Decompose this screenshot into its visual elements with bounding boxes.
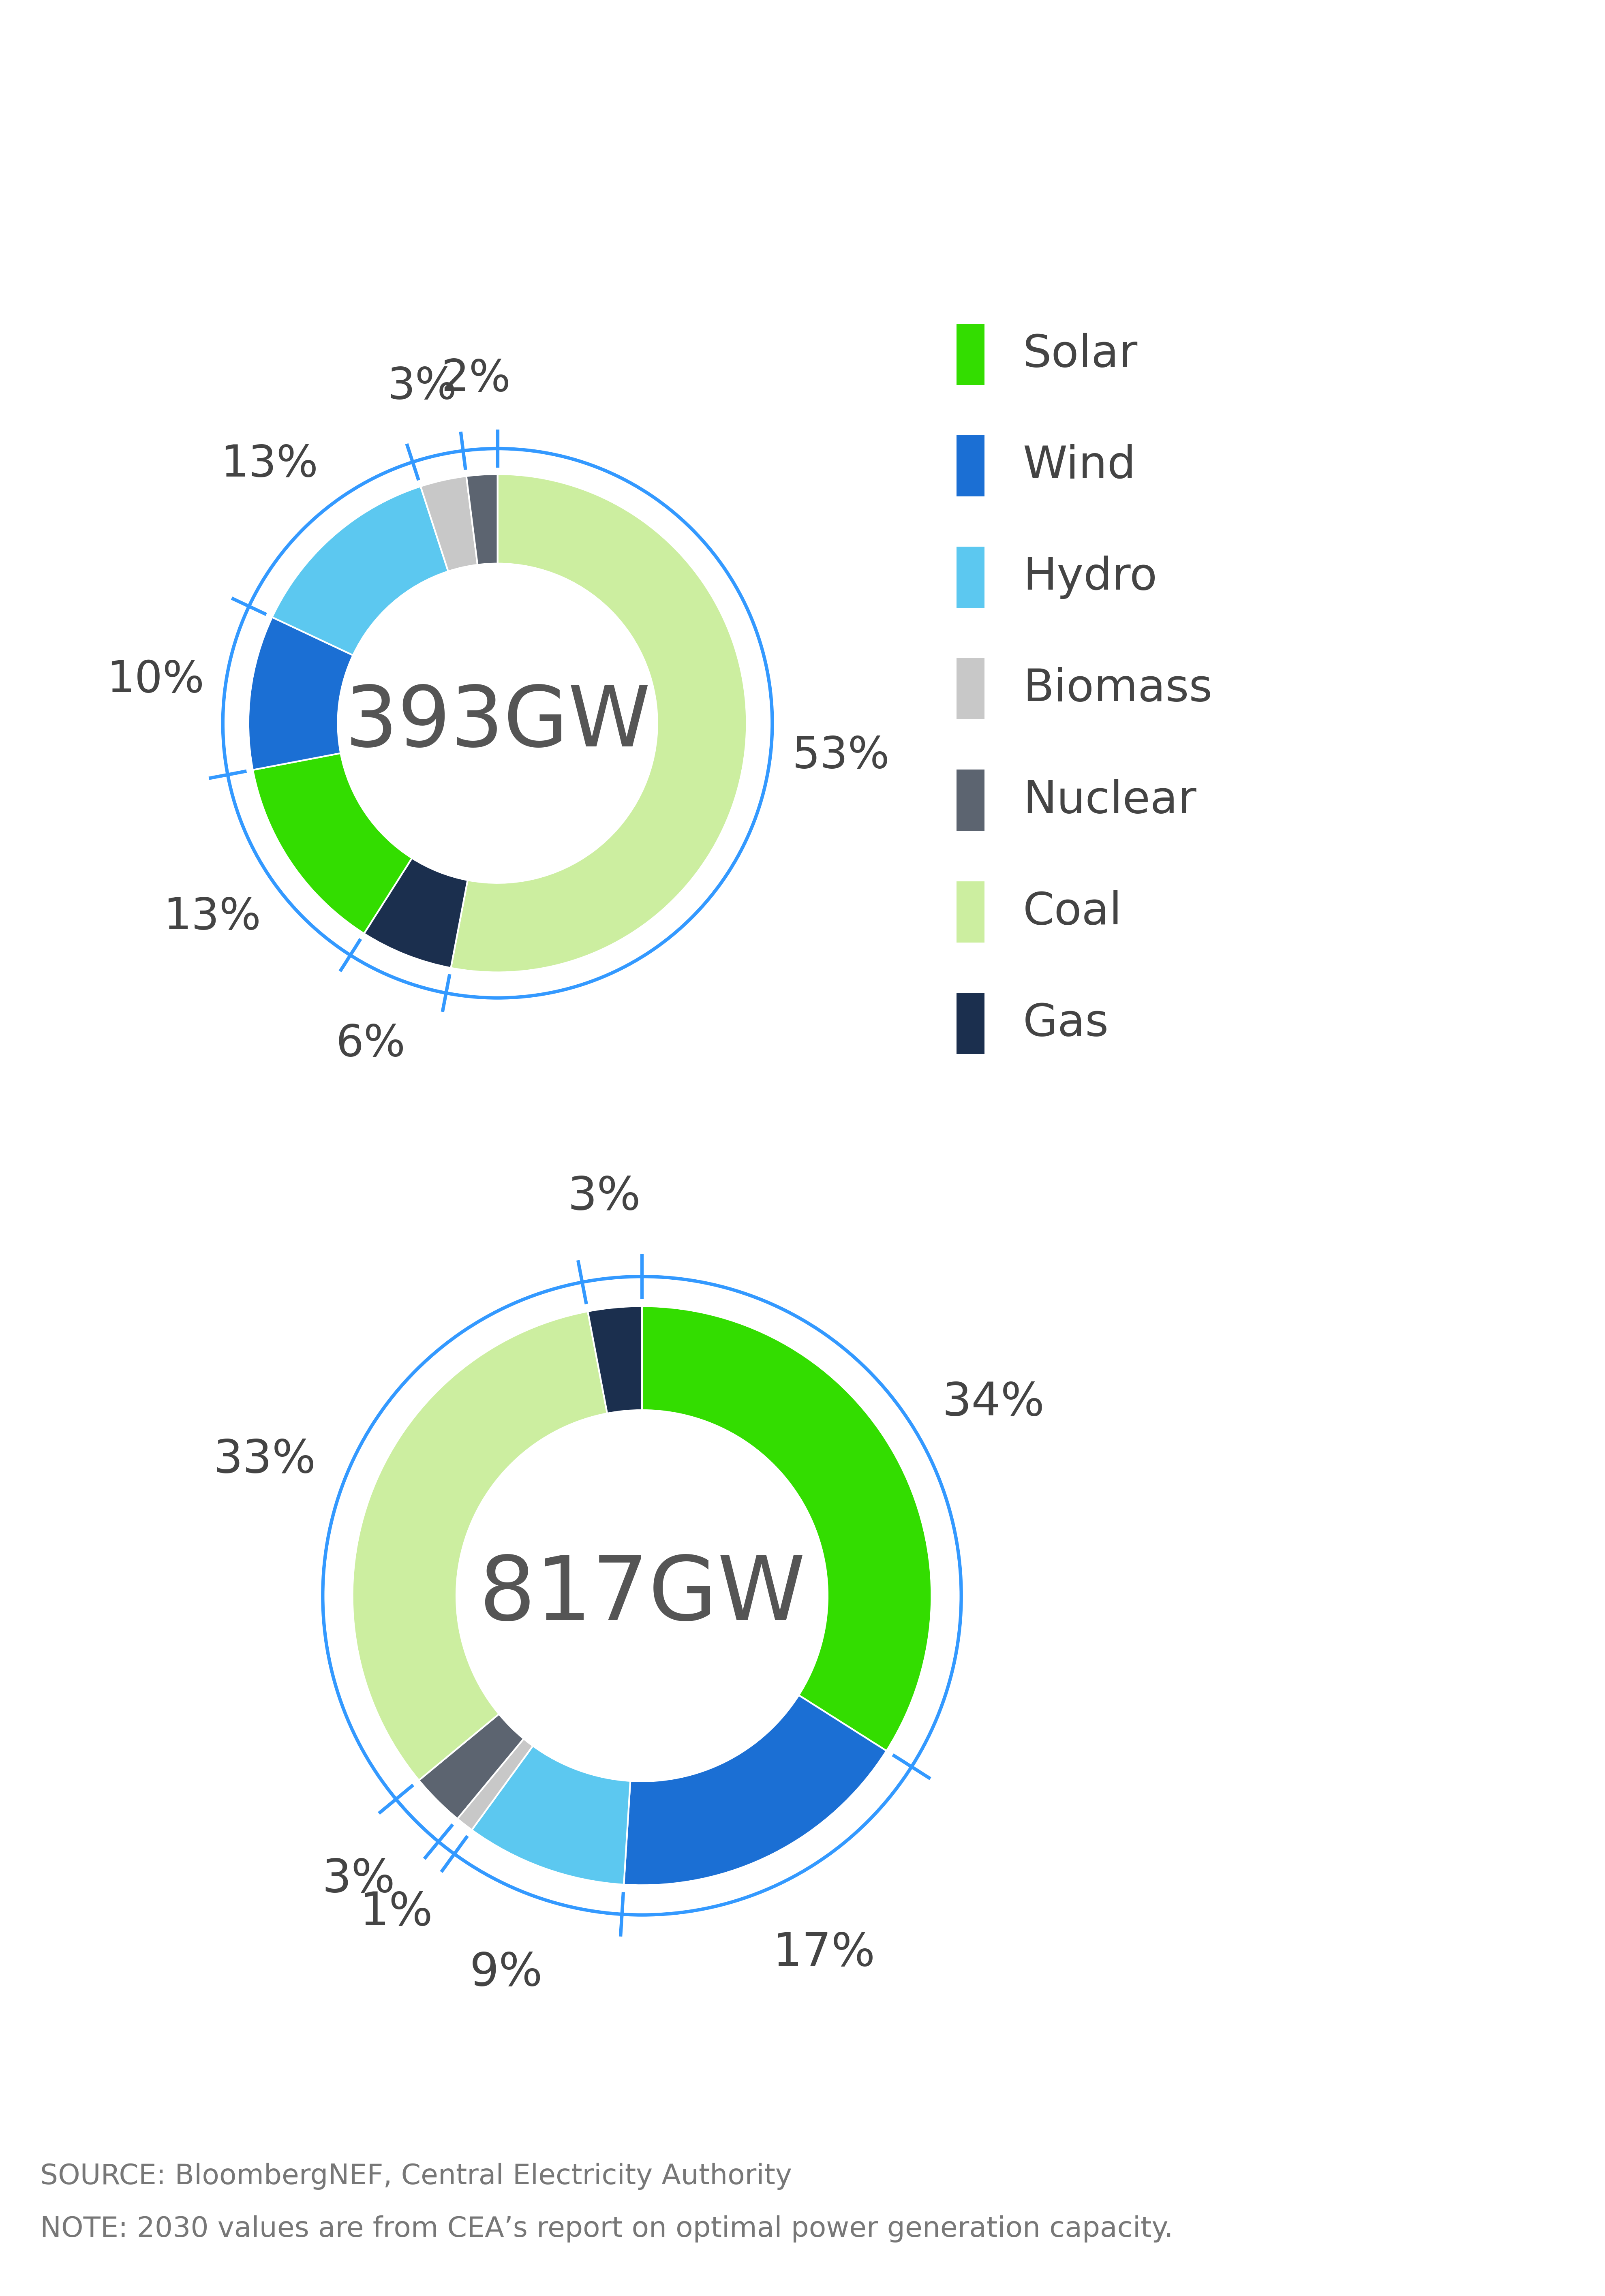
Text: 33%: 33% (213, 1437, 316, 1483)
Text: Coal: Coal (1022, 891, 1122, 934)
Wedge shape (421, 475, 478, 572)
Wedge shape (472, 1745, 631, 1885)
FancyBboxPatch shape (957, 769, 984, 831)
Text: 3%: 3% (323, 1857, 395, 1901)
Text: 2%: 2% (441, 358, 510, 400)
Wedge shape (457, 1738, 533, 1830)
Wedge shape (254, 753, 412, 934)
Wedge shape (364, 859, 467, 969)
Text: 53%: 53% (793, 735, 889, 776)
Wedge shape (642, 1306, 931, 1752)
Text: 34%: 34% (942, 1380, 1045, 1426)
Text: 817GW: 817GW (478, 1552, 806, 1639)
Text: Gas: Gas (1022, 1001, 1109, 1045)
Wedge shape (353, 1311, 607, 1779)
Text: NOTE: 2030 values are from CEA’s report on optimal power generation capacity.: NOTE: 2030 values are from CEA’s report … (40, 2216, 1173, 2243)
FancyBboxPatch shape (957, 992, 984, 1054)
Text: 2021 Actual & 2030 Forecast: 2021 Actual & 2030 Forecast (101, 188, 1199, 255)
Text: India Power Capacity:: India Power Capacity: (101, 94, 931, 161)
Wedge shape (419, 1715, 523, 1818)
FancyBboxPatch shape (957, 324, 984, 386)
Text: 6%: 6% (335, 1022, 406, 1065)
Wedge shape (273, 487, 448, 654)
Text: 3%: 3% (387, 365, 457, 409)
Wedge shape (624, 1694, 886, 1885)
Wedge shape (467, 475, 498, 565)
Text: 13%: 13% (220, 443, 318, 487)
Wedge shape (587, 1306, 642, 1414)
Wedge shape (451, 475, 746, 971)
Circle shape (337, 563, 658, 884)
Text: 13%: 13% (164, 895, 262, 939)
Text: 17%: 17% (772, 1931, 875, 1975)
Text: Solar: Solar (1022, 333, 1138, 377)
Wedge shape (249, 618, 353, 769)
Text: 393GW: 393GW (345, 682, 650, 765)
Text: 1%: 1% (360, 1890, 433, 1936)
Circle shape (456, 1410, 828, 1782)
Text: 10%: 10% (106, 659, 204, 703)
FancyBboxPatch shape (957, 546, 984, 608)
FancyBboxPatch shape (957, 434, 984, 496)
Text: Nuclear: Nuclear (1022, 778, 1196, 822)
FancyBboxPatch shape (957, 659, 984, 719)
Text: Biomass: Biomass (1022, 668, 1212, 709)
Text: Hydro: Hydro (1022, 556, 1157, 599)
Text: 3%: 3% (568, 1173, 640, 1219)
Text: Wind: Wind (1022, 443, 1136, 487)
Text: 9%: 9% (470, 1949, 542, 1995)
Text: SOURCE: BloombergNEF, Central Electricity Authority: SOURCE: BloombergNEF, Central Electricit… (40, 2163, 791, 2190)
FancyBboxPatch shape (957, 882, 984, 941)
